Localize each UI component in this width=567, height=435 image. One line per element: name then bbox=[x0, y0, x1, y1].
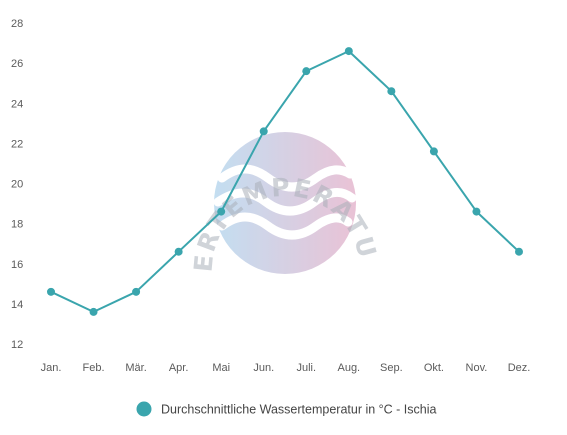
x-tick-label: Feb. bbox=[83, 362, 105, 374]
y-tick-label: 12 bbox=[11, 339, 23, 351]
x-tick-label: Jun. bbox=[253, 362, 274, 374]
series-layer bbox=[47, 47, 523, 316]
data-point bbox=[344, 47, 353, 56]
data-point bbox=[302, 67, 311, 76]
x-tick-label: Apr. bbox=[169, 362, 189, 374]
y-tick-label: 28 bbox=[11, 18, 23, 30]
y-tick-label: 24 bbox=[11, 98, 23, 110]
x-tick-label: Juli. bbox=[296, 362, 316, 374]
data-point bbox=[429, 147, 438, 156]
y-tick-label: 16 bbox=[11, 259, 23, 271]
data-point bbox=[132, 287, 141, 296]
y-tick-label: 20 bbox=[11, 179, 23, 191]
data-point bbox=[472, 207, 481, 216]
data-point bbox=[217, 207, 226, 216]
watermark-waves bbox=[213, 164, 357, 240]
x-tick-label: Sep. bbox=[380, 362, 403, 374]
data-point bbox=[259, 127, 268, 136]
data-point bbox=[515, 247, 523, 256]
data-point bbox=[47, 287, 55, 296]
y-tick-label: 14 bbox=[11, 299, 23, 311]
x-tick-label: Aug. bbox=[337, 362, 360, 374]
x-tick-label: Mai bbox=[212, 362, 230, 374]
y-tick-label: 22 bbox=[11, 138, 23, 150]
legend-marker bbox=[136, 401, 152, 417]
series-line bbox=[50, 50, 520, 313]
watermark-logo: WASSERTEMPERATUR.ORG bbox=[0, 0, 380, 274]
x-tick-label: Dez. bbox=[508, 362, 531, 374]
x-tick-label: Jan. bbox=[41, 362, 62, 374]
x-tick-label: Okt. bbox=[424, 362, 444, 374]
data-point bbox=[387, 87, 396, 96]
x-tick-label: Mär. bbox=[125, 362, 146, 374]
data-point bbox=[89, 307, 98, 316]
x-axis: Jan. Feb. Mär. Apr. Mai Jun. Juli. Aug. Sep. Okt.… bbox=[41, 362, 531, 374]
y-tick-label: 18 bbox=[11, 219, 23, 231]
legend: Durchschnittliche Wassertemperatur in °C… bbox=[136, 401, 437, 417]
y-axis: 12 14 16 18 20 22 24 26 28 bbox=[11, 18, 23, 351]
data-point bbox=[174, 247, 183, 256]
x-tick-label: Nov. bbox=[466, 362, 488, 374]
y-tick-label: 26 bbox=[11, 58, 23, 70]
legend-label: Durchschnittliche Wassertemperatur in °C… bbox=[161, 403, 437, 417]
